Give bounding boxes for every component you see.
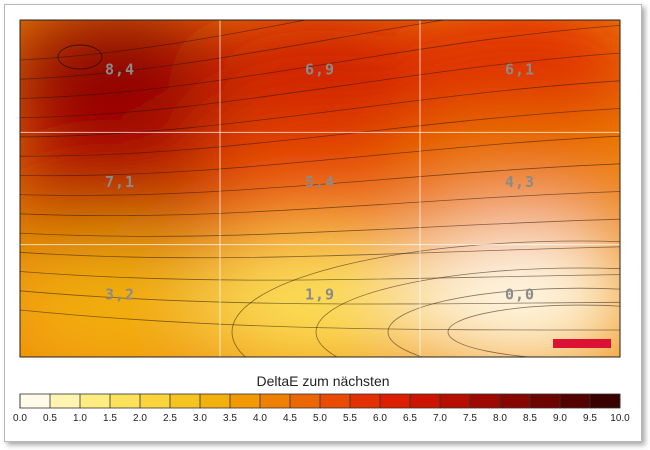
cell-value-label: 4,3 — [505, 173, 535, 191]
contour-line — [20, 218, 620, 237]
legend-swatch — [290, 394, 321, 408]
legend-tick-label: 5.5 — [343, 413, 357, 424]
contour-line — [20, 290, 620, 305]
legend-tick-label: 9.5 — [583, 413, 597, 424]
legend-swatch — [200, 394, 231, 408]
cell-value-label: 5,4 — [305, 173, 335, 191]
legend-tick-label: 5.0 — [313, 413, 327, 424]
legend-tick-label: 3.0 — [193, 413, 207, 424]
contour-line — [57, 44, 103, 70]
heat-blob — [20, 231, 244, 357]
contour-line — [20, 135, 620, 177]
legend-swatch — [380, 394, 411, 408]
contour-line — [20, 163, 620, 196]
contour-line — [20, 52, 620, 119]
contour-lines — [20, 20, 620, 357]
legend-swatch — [440, 394, 471, 408]
heat-blob — [396, 20, 620, 146]
contour-line — [447, 304, 620, 357]
legend-tick-label: 0.0 — [13, 413, 27, 424]
chart-frame: 8,4 6,9 6,1 7,1 5,4 4,3 3,2 1,9 0,0 DeltaE zum n… — [4, 4, 642, 442]
plot-border — [19, 19, 621, 358]
legend-title: DeltaE zum nächsten — [256, 373, 389, 389]
legend-tick-label: 7.0 — [433, 413, 447, 424]
cell-value-label: 6,9 — [305, 61, 335, 79]
legend-swatch — [560, 394, 591, 408]
legend-tick-label: 10.0 — [610, 413, 630, 424]
legend-swatch — [590, 394, 621, 408]
contour-line — [315, 267, 620, 357]
heat-blob — [196, 118, 444, 259]
legend-tick-label: 4.0 — [253, 413, 267, 424]
contour-line — [20, 20, 447, 80]
cell-value-label: 1,9 — [305, 285, 335, 303]
legend-tick-label: 0.5 — [43, 413, 57, 424]
legend-tick-label: 1.0 — [73, 413, 87, 424]
cell-value-label: 7,1 — [105, 173, 135, 191]
legend-tick-label: 3.5 — [223, 413, 237, 424]
reference-marker — [553, 339, 611, 348]
legend-swatch — [260, 394, 291, 408]
legend-tick-label: 8.5 — [523, 413, 537, 424]
heat-blob — [20, 20, 244, 146]
contour-line — [20, 309, 620, 331]
legend-swatch — [80, 394, 111, 408]
legend-swatch — [20, 394, 51, 408]
heat-blob — [20, 118, 244, 259]
cell-labels: 8,4 6,9 6,1 7,1 5,4 4,3 3,2 1,9 0,0 — [105, 61, 535, 304]
contour-line — [20, 246, 620, 259]
legend-tick-label: 4.5 — [283, 413, 297, 424]
contour-line — [20, 25, 620, 99]
legend-swatch — [140, 394, 171, 408]
heat-blob — [396, 118, 620, 259]
legend-tick-label: 6.5 — [403, 413, 417, 424]
legend-swatch — [350, 394, 381, 408]
cell-value-label: 3,2 — [105, 285, 135, 303]
legend-tick-label: 2.0 — [133, 413, 147, 424]
legend-swatch — [170, 394, 201, 408]
contour-line — [20, 191, 620, 217]
contour-line — [20, 271, 620, 281]
contour-line — [20, 80, 620, 138]
legend-swatch — [50, 394, 81, 408]
heatmap-plot: 8,4 6,9 6,1 7,1 5,4 4,3 3,2 1,9 0,0 — [19, 19, 621, 358]
cell-value-label: 8,4 — [105, 61, 135, 79]
cell-value-label: 0,0 — [505, 285, 535, 303]
color-legend-ticks: 0.0 0.5 1.0 1.5 2.0 2.5 3.0 3.5 4.0 4.5 5.0 5.5 6.0 6… — [13, 394, 630, 424]
legend-tick-label: 1.5 — [103, 413, 117, 424]
legend-swatch — [530, 394, 561, 408]
legend-tick-label: 2.5 — [163, 413, 177, 424]
legend-tick-label: 6.0 — [373, 413, 387, 424]
legend-tick-label: 9.0 — [553, 413, 567, 424]
legend-swatch — [500, 394, 531, 408]
legend-swatch — [320, 394, 351, 408]
legend-swatch — [410, 394, 441, 408]
cell-value-label: 6,1 — [505, 61, 535, 79]
contour-line — [231, 240, 620, 357]
contour-line — [20, 108, 620, 157]
legend-swatch — [230, 394, 261, 408]
legend-swatch — [470, 394, 501, 408]
contour-line — [387, 287, 620, 357]
contour-line — [20, 20, 309, 61]
legend-tick-label: 7.5 — [463, 413, 477, 424]
legend-swatch — [110, 394, 141, 408]
grid-lines — [20, 20, 620, 357]
legend-tick-label: 8.0 — [493, 413, 507, 424]
chart-svg: 8,4 6,9 6,1 7,1 5,4 4,3 3,2 1,9 0,0 DeltaE zum n… — [13, 19, 630, 424]
